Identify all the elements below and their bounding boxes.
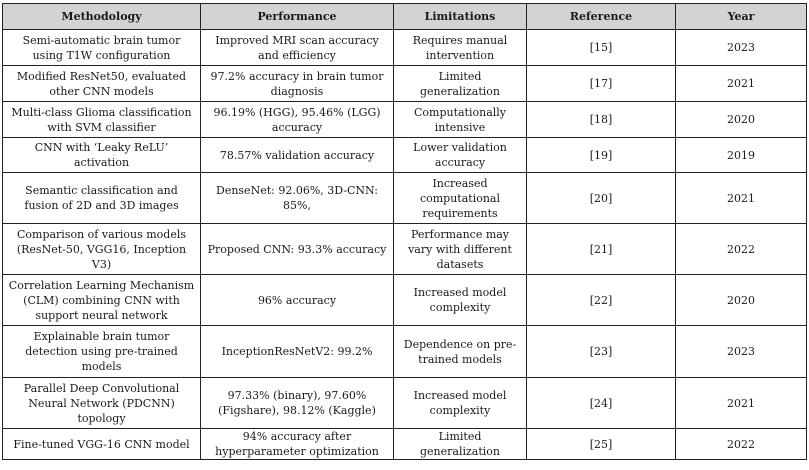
cell-year: 2021 bbox=[675, 65, 807, 102]
cell-methodology: Modified ResNet50, evaluated other CNN m… bbox=[2, 65, 201, 102]
cell-limitations: Dependence on pre-trained models bbox=[393, 325, 527, 378]
cell-limitations: Limited generalization bbox=[393, 65, 527, 102]
cell-methodology: CNN with ‘Leaky ReLU’ activation bbox=[2, 137, 201, 173]
cell-performance: InceptionResNetV2: 99.2% bbox=[200, 325, 394, 378]
cell-performance: Proposed CNN: 93.3% accuracy bbox=[200, 223, 394, 275]
cell-reference: [20] bbox=[526, 172, 676, 224]
cell-reference: [22] bbox=[526, 274, 676, 326]
cell-year: 2023 bbox=[675, 325, 807, 378]
cell-limitations: Increased model complexity bbox=[393, 274, 527, 326]
cell-limitations: Requires manual intervention bbox=[393, 29, 527, 66]
header-row: Methodology Performance Limitations Refe… bbox=[2, 3, 807, 30]
table-row: Correlation Learning Mechanism (CLM) com… bbox=[2, 274, 807, 326]
table-body: Semi-automatic brain tumor using T1W con… bbox=[2, 29, 807, 460]
cell-reference: [17] bbox=[526, 65, 676, 102]
table-row: CNN with ‘Leaky ReLU’ activation 78.57% … bbox=[2, 137, 807, 173]
cell-performance: DenseNet: 92.06%, 3D-CNN: 85%, bbox=[200, 172, 394, 224]
cell-limitations: Computationally intensive bbox=[393, 101, 527, 138]
cell-methodology: Explainable brain tumor detection using … bbox=[2, 325, 201, 378]
cell-methodology: Correlation Learning Mechanism (CLM) com… bbox=[2, 274, 201, 326]
cell-year: 2019 bbox=[675, 137, 807, 173]
cell-performance: 97.2% accuracy in brain tumor diagnosis bbox=[200, 65, 394, 102]
header-performance: Performance bbox=[200, 3, 394, 30]
cell-year: 2021 bbox=[675, 377, 807, 429]
cell-methodology: Fine-tuned VGG-16 CNN model bbox=[2, 428, 201, 460]
cell-year: 2021 bbox=[675, 172, 807, 224]
cell-year: 2020 bbox=[675, 274, 807, 326]
table-row: Comparison of various models (ResNet-50,… bbox=[2, 223, 807, 275]
cell-methodology: Semantic classification and fusion of 2D… bbox=[2, 172, 201, 224]
header-limitations: Limitations bbox=[393, 3, 527, 30]
cell-limitations: Lower validation accuracy bbox=[393, 137, 527, 173]
cell-performance: 94% accuracy after hyperparameter optimi… bbox=[200, 428, 394, 460]
cell-methodology: Parallel Deep Convolutional Neural Netwo… bbox=[2, 377, 201, 429]
cell-reference: [24] bbox=[526, 377, 676, 429]
table-row: Multi-class Glioma classification with S… bbox=[2, 101, 807, 138]
cell-reference: [15] bbox=[526, 29, 676, 66]
header-methodology: Methodology bbox=[2, 3, 201, 30]
methodology-comparison-table: Methodology Performance Limitations Refe… bbox=[2, 3, 807, 460]
cell-reference: [23] bbox=[526, 325, 676, 378]
cell-reference: [21] bbox=[526, 223, 676, 275]
cell-performance: 96.19% (HGG), 95.46% (LGG) accuracy bbox=[200, 101, 394, 138]
cell-year: 2023 bbox=[675, 29, 807, 66]
table-header: Methodology Performance Limitations Refe… bbox=[2, 3, 807, 30]
cell-performance: 78.57% validation accuracy bbox=[200, 137, 394, 173]
cell-methodology: Comparison of various models (ResNet-50,… bbox=[2, 223, 201, 275]
cell-methodology: Semi-automatic brain tumor using T1W con… bbox=[2, 29, 201, 66]
cell-year: 2022 bbox=[675, 428, 807, 460]
table-row: Explainable brain tumor detection using … bbox=[2, 325, 807, 378]
cell-performance: Improved MRI scan accuracy and efficienc… bbox=[200, 29, 394, 66]
cell-limitations: Increased computational requirements bbox=[393, 172, 527, 224]
header-year: Year bbox=[675, 3, 807, 30]
header-reference: Reference bbox=[526, 3, 676, 30]
table-row: Semi-automatic brain tumor using T1W con… bbox=[2, 29, 807, 66]
table-row: Semantic classification and fusion of 2D… bbox=[2, 172, 807, 224]
cell-limitations: Limited generalization bbox=[393, 428, 527, 460]
cell-limitations: Increased model complexity bbox=[393, 377, 527, 429]
cell-performance: 97.33% (binary), 97.60% (Figshare), 98.1… bbox=[200, 377, 394, 429]
table-row: Parallel Deep Convolutional Neural Netwo… bbox=[2, 377, 807, 429]
table-row: Modified ResNet50, evaluated other CNN m… bbox=[2, 65, 807, 102]
cell-year: 2022 bbox=[675, 223, 807, 275]
cell-performance: 96% accuracy bbox=[200, 274, 394, 326]
cell-limitations: Performance may vary with different data… bbox=[393, 223, 527, 275]
cell-reference: [25] bbox=[526, 428, 676, 460]
cell-reference: [19] bbox=[526, 137, 676, 173]
cell-year: 2020 bbox=[675, 101, 807, 138]
table-row: Fine-tuned VGG-16 CNN model 94% accuracy… bbox=[2, 428, 807, 460]
cell-methodology: Multi-class Glioma classification with S… bbox=[2, 101, 201, 138]
cell-reference: [18] bbox=[526, 101, 676, 138]
